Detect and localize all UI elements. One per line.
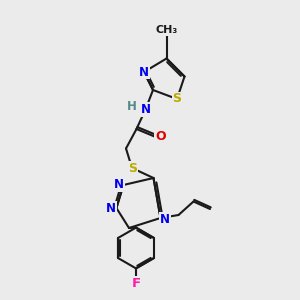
Text: N: N — [160, 213, 170, 226]
Text: S: S — [128, 161, 137, 175]
Text: N: N — [141, 103, 151, 116]
Text: N: N — [106, 202, 116, 214]
Text: O: O — [155, 130, 166, 143]
Text: N: N — [139, 65, 149, 79]
Text: CH₃: CH₃ — [155, 25, 178, 35]
Text: F: F — [131, 277, 141, 290]
Text: H: H — [127, 100, 137, 113]
Text: S: S — [172, 92, 182, 106]
Text: N: N — [114, 178, 124, 191]
